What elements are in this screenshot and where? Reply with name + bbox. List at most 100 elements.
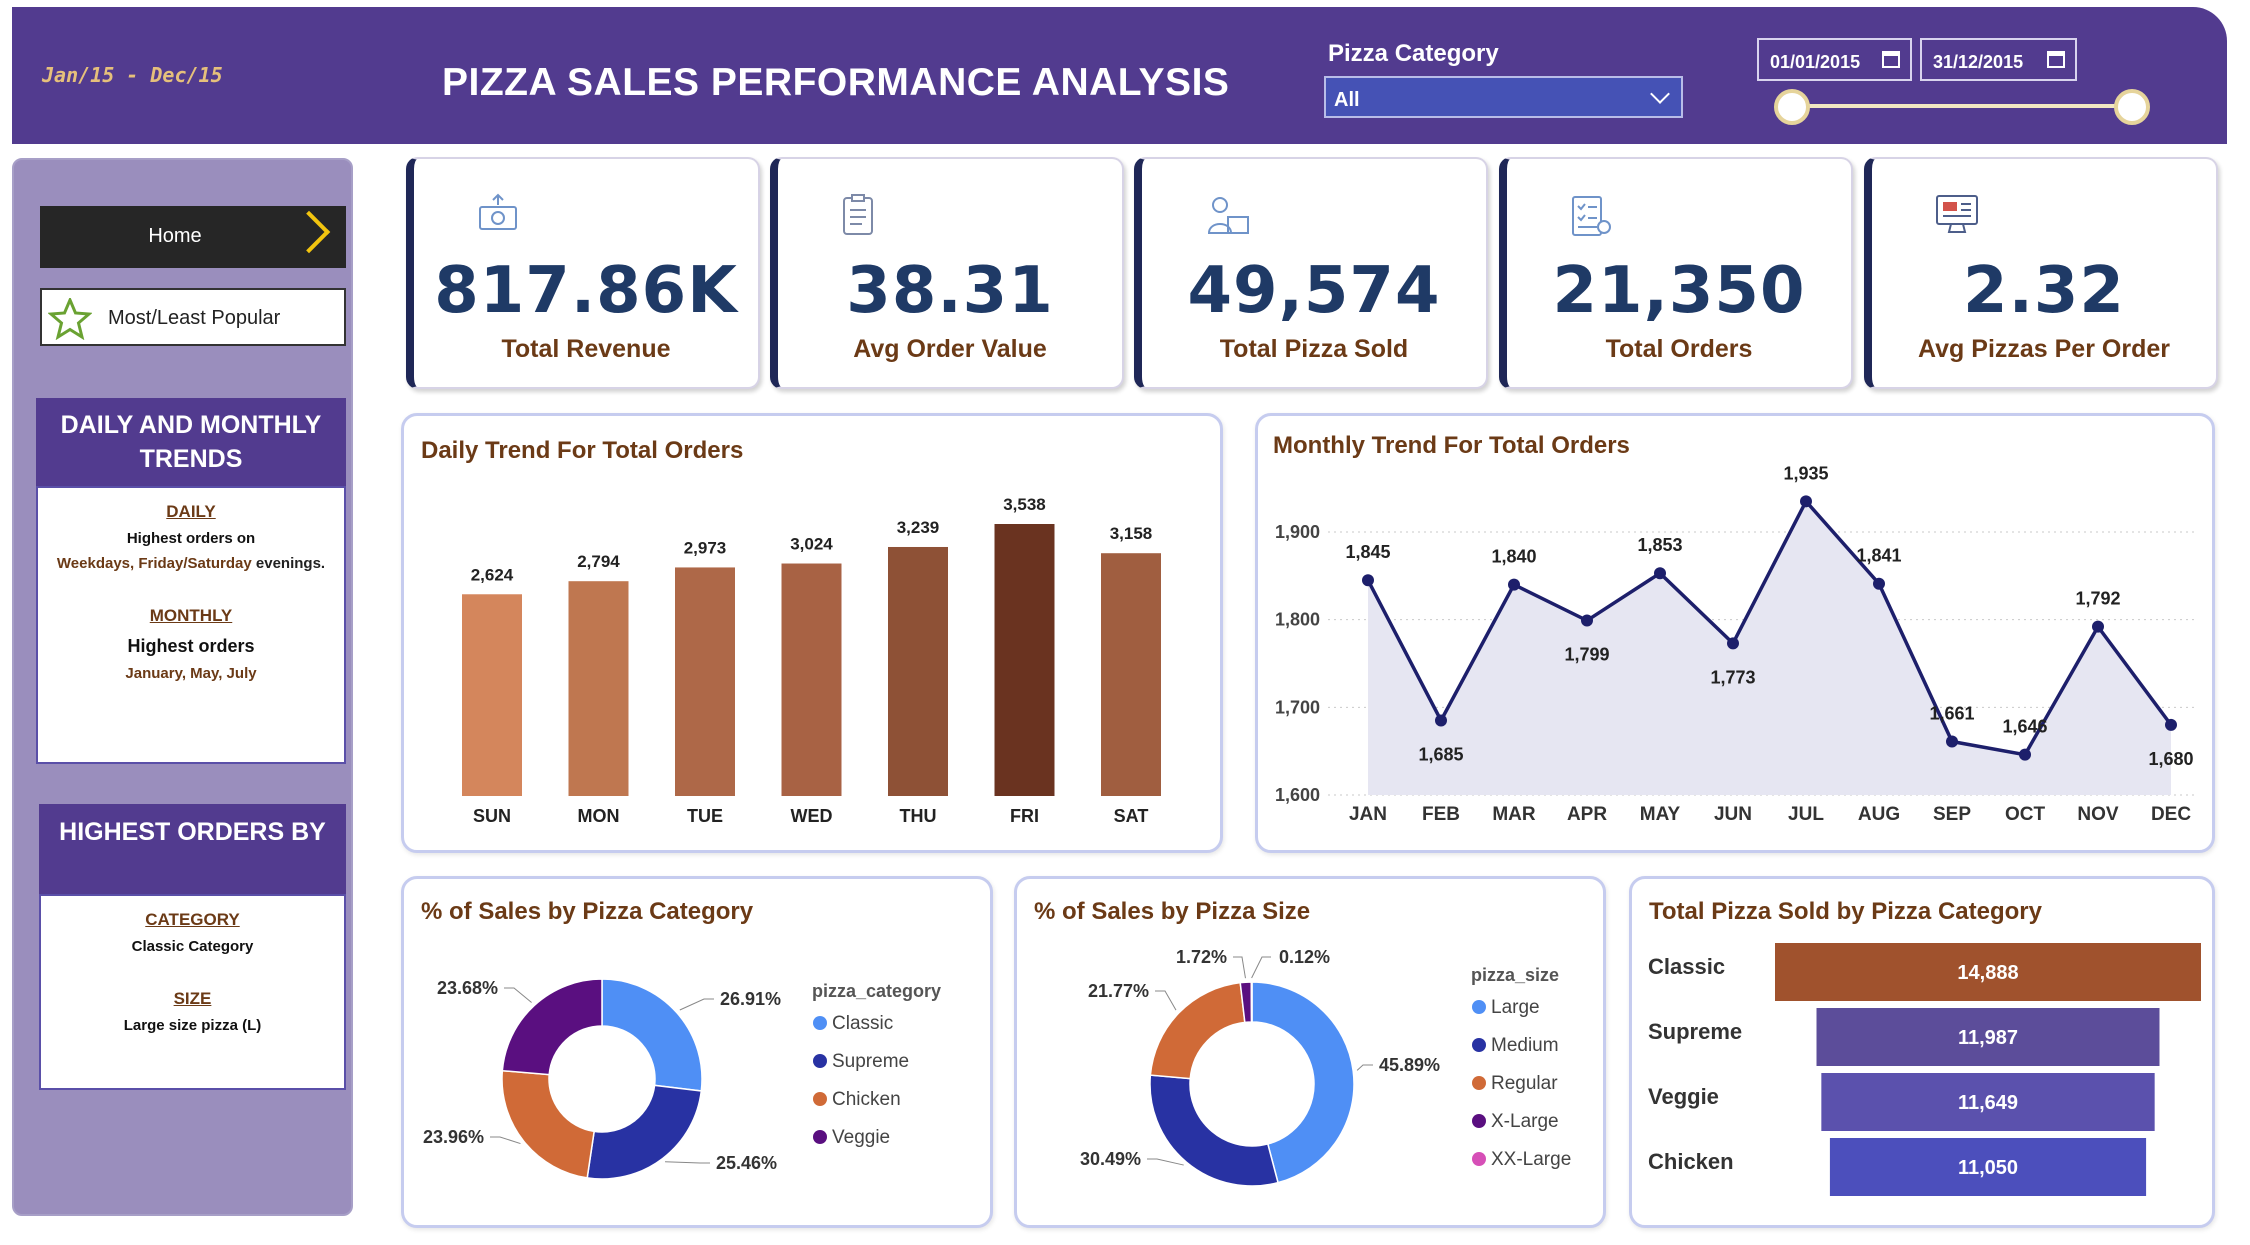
category-label: Classic <box>1648 954 1725 979</box>
pie-slice <box>601 978 703 1092</box>
data-point <box>1873 577 1885 590</box>
chart-title: % of Sales by Pizza Size <box>1034 898 1311 925</box>
bar <box>994 524 1055 796</box>
home-button[interactable]: Home <box>40 206 346 268</box>
data-label: 0.12% <box>1279 947 1330 967</box>
clipboard-icon <box>843 194 873 235</box>
x-tick-label: DEC <box>2151 804 2191 825</box>
legend-title: pizza_category <box>812 981 941 1001</box>
pie-slice <box>501 978 603 1076</box>
legend-marker <box>1472 1076 1486 1090</box>
x-tick-label: SAT <box>1114 806 1149 826</box>
x-tick-label: SUN <box>473 806 511 826</box>
date-slider-start-handle[interactable] <box>1774 89 1810 125</box>
start-date-input[interactable]: 01/01/2015 <box>1757 38 1912 81</box>
category-filter-label: Pizza Category <box>1328 40 1499 67</box>
category-link[interactable]: CATEGORY <box>145 910 240 929</box>
trends-box: DAILY Highest orders on Weekdays, Friday… <box>36 486 346 764</box>
data-label: 1,935 <box>1783 463 1828 483</box>
end-date-input[interactable]: 31/12/2015 <box>1920 38 2077 81</box>
data-label: 3,158 <box>1110 524 1153 543</box>
data-point <box>1654 567 1666 580</box>
x-tick-label: JAN <box>1349 804 1387 825</box>
monthly-link[interactable]: MONTHLY <box>149 606 233 625</box>
y-tick-label: 1,800 <box>1275 610 1320 630</box>
data-point <box>1435 714 1447 727</box>
legend-label: Medium <box>1491 1035 1559 1056</box>
data-label: 1,661 <box>1929 704 1974 724</box>
data-label: 1,680 <box>2148 749 2193 769</box>
date-range-slider[interactable] <box>1792 104 2132 108</box>
data-point <box>1946 735 1958 748</box>
most-least-popular-button[interactable]: Most/Least Popular <box>40 288 346 346</box>
x-tick-label: NOV <box>2077 804 2119 825</box>
calendar-icon[interactable] <box>2047 51 2065 68</box>
kpi-card-avg-pizzas-per-order: 2.32 Avg Pizzas Per Order <box>1864 157 2218 389</box>
daily-trend-panel: Daily Trend For Total Orders 2,624 SUN 2,7… <box>401 413 1223 853</box>
header-bar: Jan/15 - Dec/15 PIZZA SALES PERFORMANCE … <box>12 7 2227 144</box>
data-point <box>1800 495 1812 508</box>
legend-marker <box>813 1130 827 1144</box>
x-tick-label: THU <box>900 806 937 826</box>
pizza-sold-by-category-panel: Total Pizza Sold by Pizza Category 14,88… <box>1629 876 2215 1228</box>
leader-line <box>1356 1064 1373 1071</box>
series-line <box>1366 498 2173 757</box>
data-label: 23.96% <box>423 1127 484 1147</box>
kpi-value: 49,574 <box>1187 254 1441 328</box>
data-label: 1,773 <box>1710 667 1755 687</box>
legend-label: Large <box>1491 997 1540 1018</box>
daily-evenings: evenings. <box>251 555 326 572</box>
legend-label: XX-Large <box>1491 1149 1571 1170</box>
pie-slice <box>1250 981 1253 1023</box>
category-filter-dropdown[interactable]: All <box>1324 76 1683 118</box>
category-filter-value: All <box>1334 89 1360 111</box>
kpi-label: Avg Order Value <box>853 335 1047 363</box>
kpi-value: 817.86K <box>434 254 738 328</box>
kpi-value: 2.32 <box>1963 254 2125 328</box>
leader-line <box>1251 956 1271 979</box>
data-label: 21.77% <box>1088 981 1149 1001</box>
size-link[interactable]: SIZE <box>173 989 212 1008</box>
data-point <box>2165 718 2177 731</box>
category-label: Chicken <box>1648 1149 1734 1174</box>
kpi-label: Total Orders <box>1605 335 1753 363</box>
data-label: 2,624 <box>471 565 514 584</box>
category-text: Classic Category <box>131 938 254 955</box>
size-donut-chart: 45.89% 30.49% 21.77% 1.72% 0.12% pizza_size La… <box>1080 947 1571 1187</box>
x-tick-label: JUN <box>1714 804 1752 825</box>
leader-line <box>1155 990 1177 1011</box>
bar <box>568 581 629 796</box>
data-label: 45.89% <box>1379 1055 1440 1075</box>
data-point <box>2092 620 2104 633</box>
data-label: 1,840 <box>1491 547 1536 567</box>
kpi-label: Avg Pizzas Per Order <box>1918 335 2170 363</box>
data-label: 1.72% <box>1176 947 1227 967</box>
category-donut-chart: 26.91% 25.46% 23.96% 23.68% pizza_category Cl… <box>423 978 941 1180</box>
legend-marker <box>813 1016 827 1030</box>
legend-title: pizza_size <box>1471 965 1559 985</box>
pie-slice <box>1149 1074 1279 1187</box>
legend-marker <box>1472 1152 1486 1166</box>
legend-marker <box>1472 1000 1486 1014</box>
area-fill <box>1368 501 2171 795</box>
data-label: 25.46% <box>716 1153 777 1173</box>
daily-link[interactable]: DAILY <box>166 502 216 521</box>
date-slider-end-handle[interactable] <box>2114 89 2150 125</box>
end-date-value: 31/12/2015 <box>1933 52 2024 72</box>
trends-heading: DAILY AND MONTHLY TRENDS <box>36 398 346 486</box>
data-label: 30.49% <box>1080 1149 1141 1169</box>
data-label: 1,853 <box>1637 535 1682 555</box>
legend-label: Regular <box>1491 1073 1558 1094</box>
kpi-value: 38.31 <box>846 254 1054 328</box>
bar <box>1775 943 2201 1001</box>
x-tick-label: WED <box>791 806 833 826</box>
daily-days: Weekdays, Friday/Saturday <box>56 555 252 572</box>
sales-by-category-panel: % of Sales by Pizza Category 26.91% 25.46… <box>401 876 993 1228</box>
bar <box>462 594 522 796</box>
checklist-icon <box>1572 196 1611 236</box>
kpi-label: Total Revenue <box>501 335 671 363</box>
calendar-icon[interactable] <box>1882 51 1900 68</box>
bar <box>1816 1008 2160 1066</box>
leader-line <box>1147 1158 1184 1166</box>
daily-bar-chart: 2,624 SUN 2,794 MON 2,973 TUE 3,024 WED 3,239 THU… <box>462 495 1161 826</box>
